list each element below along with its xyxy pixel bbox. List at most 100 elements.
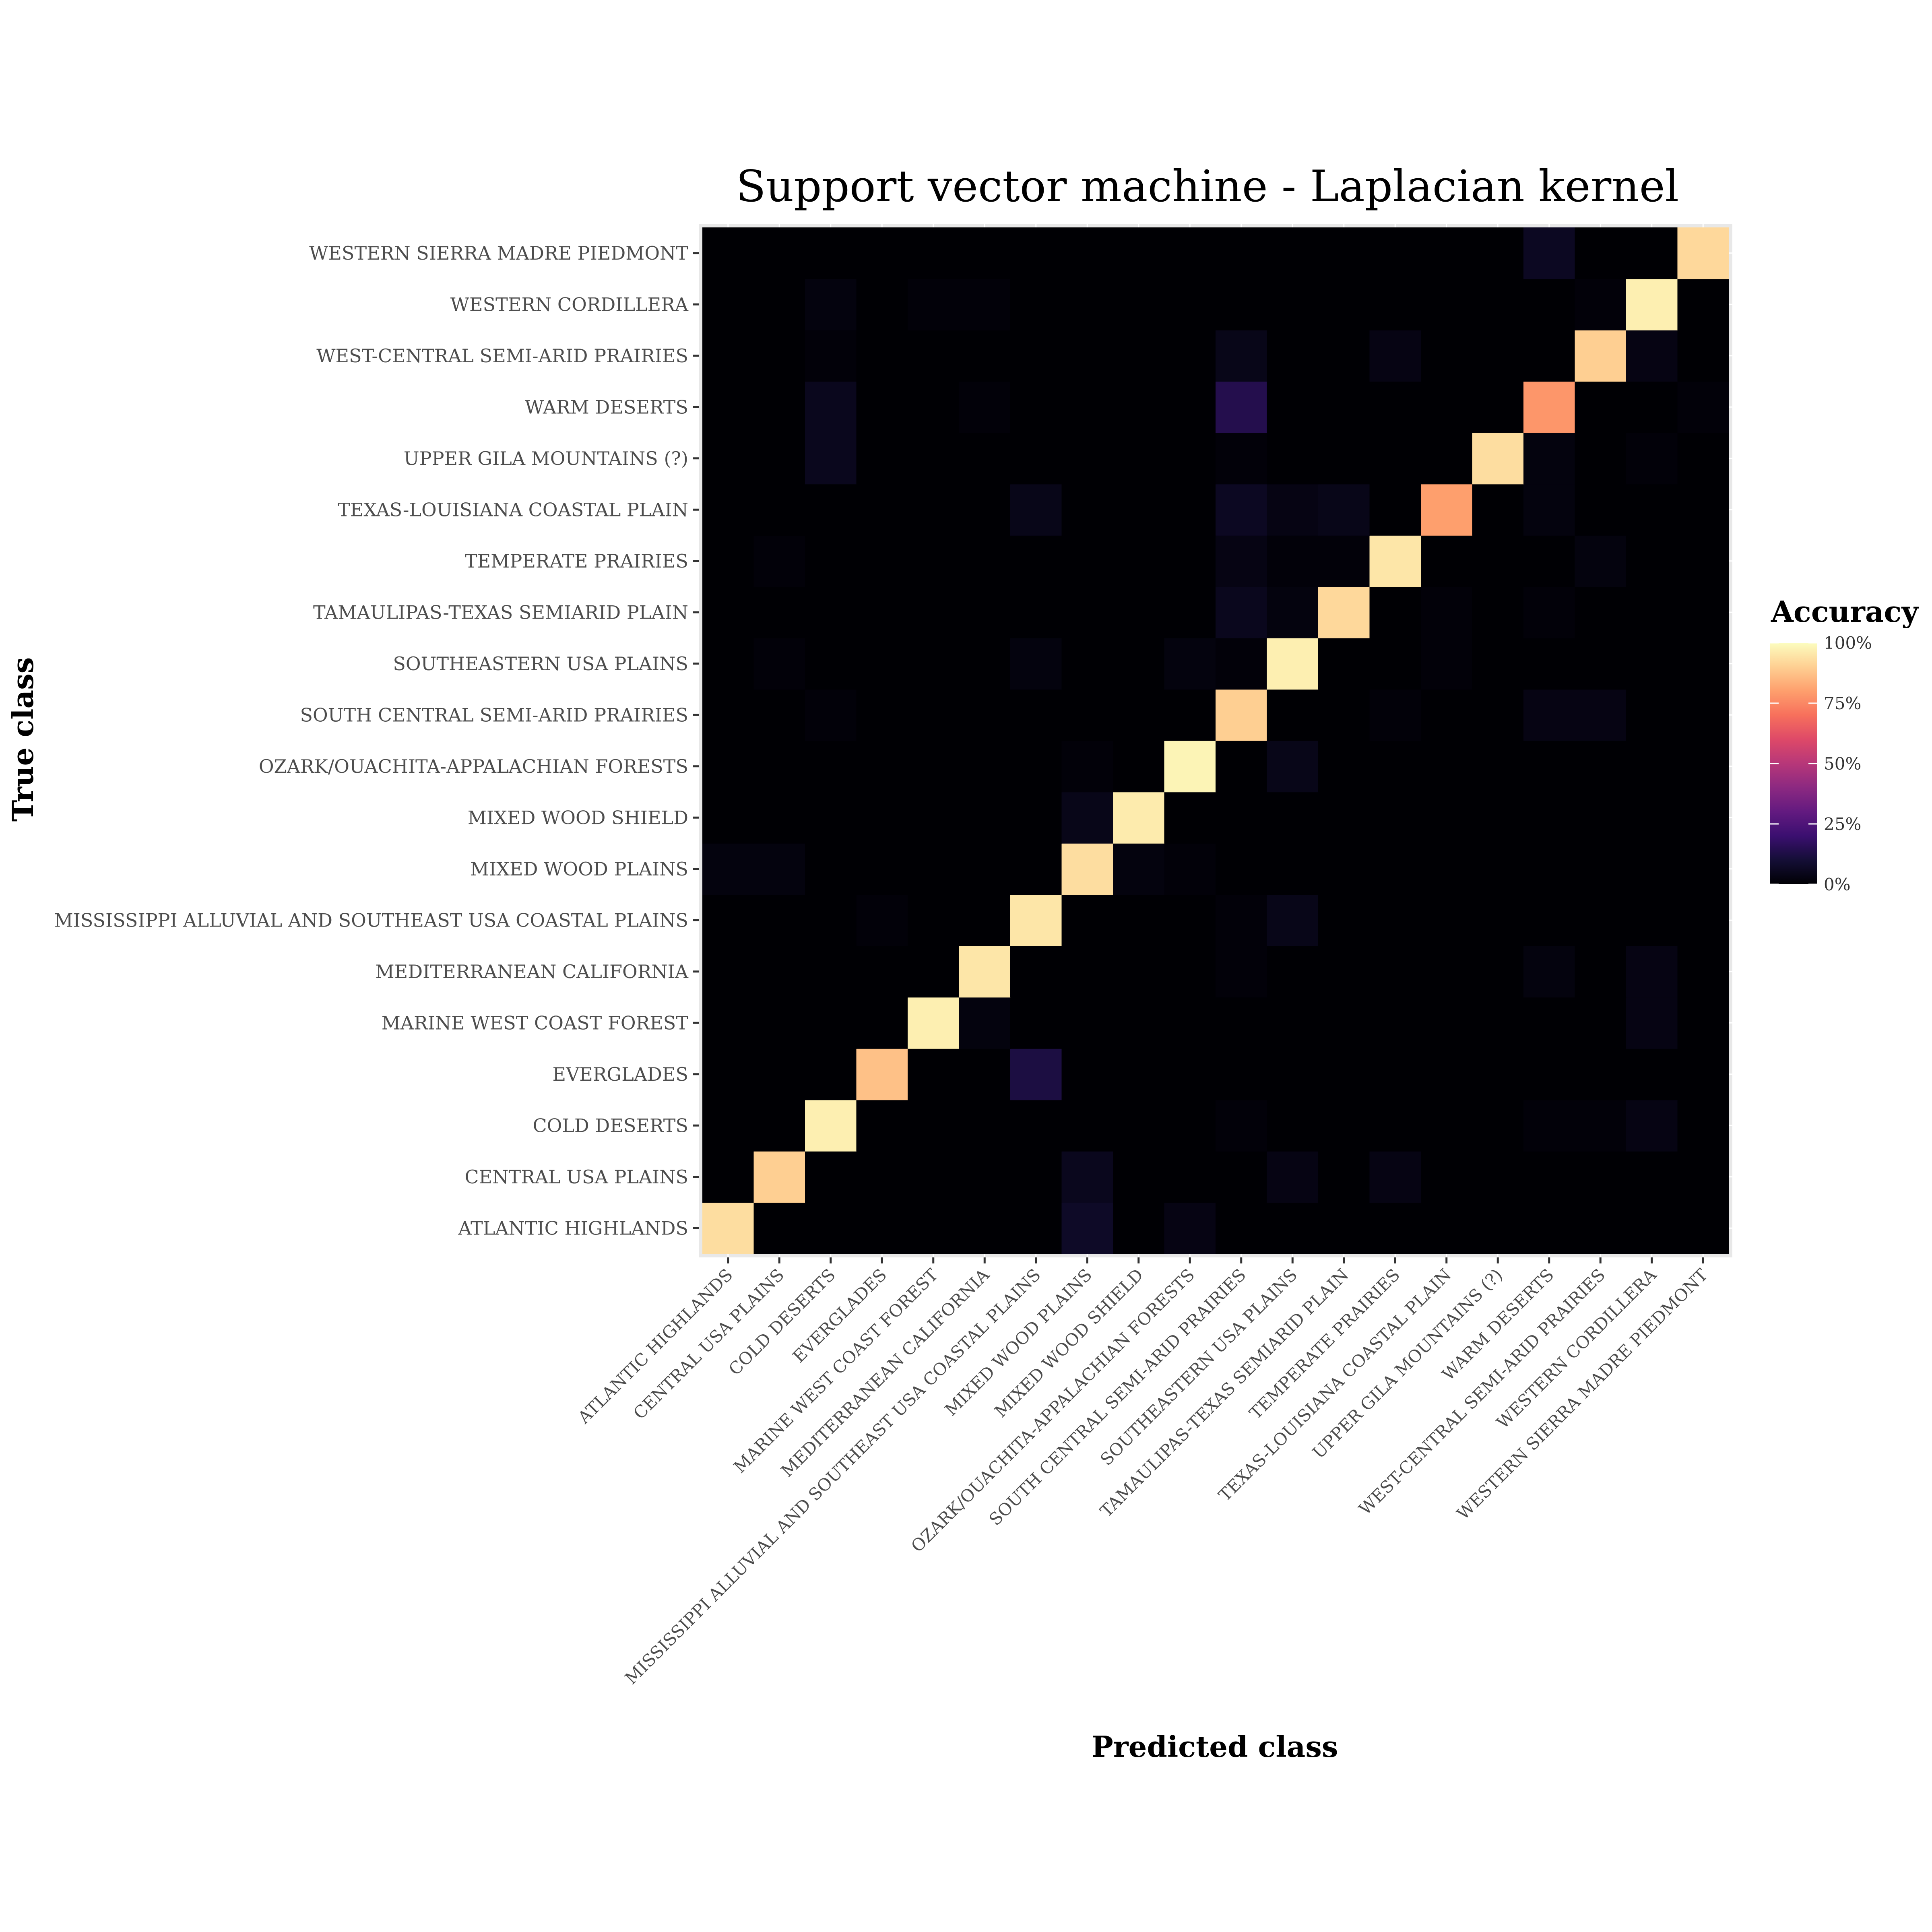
- heatmap-cell: [702, 997, 754, 1049]
- heatmap-cell: [1267, 689, 1319, 741]
- heatmap-cell: [1267, 792, 1319, 844]
- heatmap-cell: [1318, 586, 1370, 638]
- heatmap-cell: [1164, 946, 1216, 998]
- heatmap-cell: [753, 1100, 805, 1152]
- legend-tick-label: 0%: [1824, 875, 1851, 894]
- heatmap-cell: [753, 689, 805, 741]
- heatmap-cell: [1421, 433, 1473, 485]
- heatmap-cell: [1164, 638, 1216, 690]
- y-tick-label: MEDITERRANEAN CALIFORNIA: [376, 961, 689, 983]
- heatmap-cell: [1523, 792, 1575, 844]
- heatmap-cell: [1113, 894, 1165, 946]
- heatmap-cell: [1677, 433, 1729, 485]
- heatmap-cell: [1575, 689, 1627, 741]
- heatmap-cell: [1523, 997, 1575, 1049]
- heatmap-cell: [1626, 535, 1678, 587]
- heatmap-cell: [1267, 638, 1319, 690]
- heatmap-cell: [1267, 1202, 1319, 1254]
- heatmap-cell: [1472, 1202, 1524, 1254]
- heatmap-cell: [805, 894, 857, 946]
- y-tick-label: OZARK/OUACHITA-APPALACHIAN FORESTS: [259, 755, 688, 777]
- heatmap-cell: [908, 997, 960, 1049]
- heatmap-cell: [702, 843, 754, 895]
- legend-tick-label: 50%: [1824, 754, 1861, 774]
- heatmap-cell: [1318, 689, 1370, 741]
- heatmap-cell: [1369, 535, 1421, 587]
- heatmap-cell: [856, 1049, 908, 1100]
- heatmap-cell: [1010, 946, 1062, 998]
- heatmap-cell: [1267, 741, 1319, 793]
- legend-tick-label: 25%: [1824, 814, 1861, 834]
- heatmap-cell: [1523, 638, 1575, 690]
- y-tick-label: TEMPERATE PRAIRIES: [465, 550, 688, 572]
- heatmap-cell: [702, 689, 754, 741]
- heatmap-cell: [1677, 792, 1729, 844]
- heatmap-cell: [1421, 484, 1473, 536]
- heatmap-cell: [1318, 1151, 1370, 1203]
- heatmap-cell: [1216, 484, 1267, 536]
- heatmap-cell: [1575, 535, 1627, 587]
- heatmap-cell: [1677, 638, 1729, 690]
- heatmap-cell: [1164, 1202, 1216, 1254]
- heatmap-cell: [1369, 586, 1421, 638]
- heatmap-cell: [1472, 586, 1524, 638]
- heatmap-cell: [805, 227, 857, 279]
- heatmap-cell: [1164, 227, 1216, 279]
- heatmap-cell: [1677, 330, 1729, 382]
- heatmap-cell: [1369, 433, 1421, 485]
- heatmap-cell: [959, 1049, 1011, 1100]
- heatmap-cell: [1216, 741, 1267, 793]
- heatmap-cell: [908, 1151, 960, 1203]
- heatmap-cell: [1010, 535, 1062, 587]
- heatmap-cell: [805, 381, 857, 433]
- heatmap-cell: [1626, 997, 1678, 1049]
- heatmap-cell: [1575, 381, 1627, 433]
- heatmap-cell: [1010, 1100, 1062, 1152]
- heatmap-cell: [1575, 997, 1627, 1049]
- heatmap-cell: [1677, 997, 1729, 1049]
- heatmap-cell: [1061, 638, 1113, 690]
- heatmap-cell: [1216, 381, 1267, 433]
- heatmap-cell: [1318, 741, 1370, 793]
- heatmap-cell: [1113, 433, 1165, 485]
- y-tick-label: TEXAS-LOUISIANA COASTAL PLAIN: [338, 499, 688, 520]
- heatmap-cell: [1010, 1151, 1062, 1203]
- heatmap-cell: [805, 535, 857, 587]
- heatmap-cell: [702, 279, 754, 330]
- heatmap-cell: [856, 741, 908, 793]
- y-axis-title: True class: [6, 657, 40, 822]
- heatmap-cell: [1421, 279, 1473, 330]
- heatmap-cell: [856, 586, 908, 638]
- heatmap-cell: [1061, 689, 1113, 741]
- heatmap-cell: [1164, 792, 1216, 844]
- heatmap-cell: [1113, 638, 1165, 690]
- color-legend: Accuracy 0% 25% 50% 75% 100%: [1770, 594, 1919, 894]
- heatmap-cell: [1216, 894, 1267, 946]
- heatmap-cell: [856, 843, 908, 895]
- heatmap-cell: [1267, 535, 1319, 587]
- heatmap-cell: [1267, 894, 1319, 946]
- y-tick-label: SOUTHEASTERN USA PLAINS: [393, 653, 688, 675]
- heatmap-cell: [1421, 997, 1473, 1049]
- heatmap-cell: [1421, 227, 1473, 279]
- heatmap-cell: [856, 689, 908, 741]
- heatmap-cell: [702, 330, 754, 382]
- heatmap-cell: [805, 741, 857, 793]
- legend-tick-label: 100%: [1824, 633, 1872, 653]
- heatmap-cell: [1626, 689, 1678, 741]
- heatmap-cell: [1575, 1100, 1627, 1152]
- heatmap-cell: [1113, 1049, 1165, 1100]
- heatmap-cell: [753, 1202, 805, 1254]
- heatmap-cell: [908, 741, 960, 793]
- heatmap-cell: [805, 843, 857, 895]
- heatmap-cell: [959, 535, 1011, 587]
- heatmap-cell: [1472, 1049, 1524, 1100]
- heatmap-cell: [702, 638, 754, 690]
- heatmap-cell: [1369, 946, 1421, 998]
- heatmap-cell: [1113, 1100, 1165, 1152]
- heatmap-cell: [805, 638, 857, 690]
- heatmap-cell: [1575, 792, 1627, 844]
- heatmap-cell: [1523, 1049, 1575, 1100]
- heatmap-cell: [959, 1202, 1011, 1254]
- heatmap-cell: [1267, 1151, 1319, 1203]
